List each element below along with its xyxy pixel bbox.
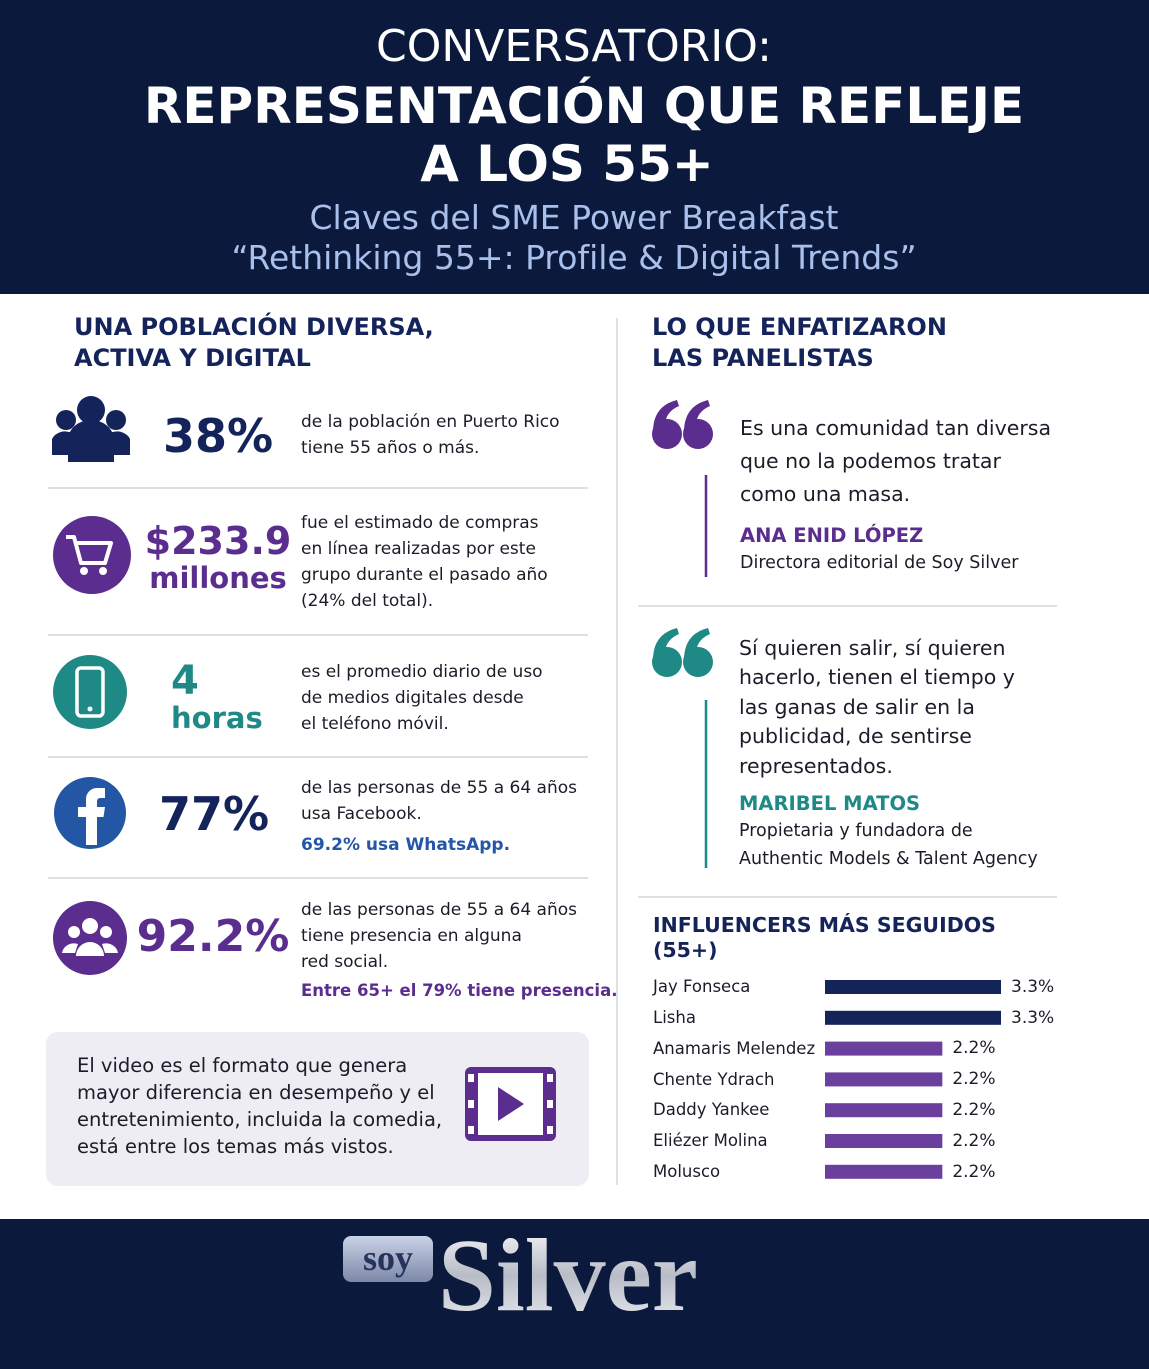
- quote-text: hacerlo, tienen el tiempo y: [739, 665, 1015, 690]
- value-label: 2.2%: [952, 1161, 996, 1182]
- value-label: 3.3%: [1011, 1007, 1055, 1028]
- section-heading: ACTIVA Y DIGITAL: [74, 343, 311, 372]
- category-label: Chente Ydrach: [653, 1069, 775, 1089]
- header-band: [0, 0, 1149, 294]
- title: A LOS 55+: [420, 135, 714, 193]
- category-label: Lisha: [653, 1007, 696, 1027]
- stat-text: de medios digitales desde: [301, 687, 524, 708]
- bar: [825, 1134, 943, 1148]
- subtitle: Claves del SME Power Breakfast: [309, 198, 839, 238]
- stat-text: usa Facebook.: [301, 803, 422, 824]
- title: REPRESENTACIÓN QUE REFLEJE: [143, 77, 1025, 135]
- quote-role: Propietaria y fundadora de: [739, 820, 973, 841]
- stat-figure: 38%: [162, 409, 274, 464]
- value-label: 2.2%: [952, 1038, 996, 1059]
- bar: [825, 1072, 943, 1087]
- quote-mark: [652, 628, 713, 677]
- video-note: mayor diferencia en desempeño y el: [77, 1081, 435, 1105]
- stat-figure: 4: [171, 658, 199, 704]
- stat-text: fue el estimado de compras: [301, 512, 539, 533]
- phone-icon: [53, 655, 127, 729]
- logo-silver: Silver: [438, 1218, 698, 1333]
- video-note: El video es el formato que genera: [77, 1054, 408, 1078]
- stat-figure: 77%: [158, 787, 270, 842]
- title: CONVERSATORIO:: [376, 20, 772, 72]
- chart-title: INFLUENCERS MÁS SEGUIDOS: [653, 912, 996, 937]
- stat-text: (24% del total).: [301, 590, 434, 611]
- stat-text: tiene 55 años o más.: [301, 437, 480, 458]
- stat-text: el teléfono móvil.: [301, 713, 449, 734]
- stat-text: red social.: [301, 951, 389, 972]
- category-label: Daddy Yankee: [653, 1100, 770, 1120]
- value-label: 2.2%: [952, 1069, 996, 1090]
- quote-text: que no la podemos tratar: [740, 448, 1001, 473]
- stat-text: de las personas de 55 a 64 años: [301, 899, 578, 920]
- quote-role: Authentic Models & Talent Agency: [739, 848, 1038, 869]
- stat-text: tiene presencia en alguna: [301, 925, 522, 946]
- chart-title: (55+): [653, 937, 718, 962]
- quote-text: Es una comunidad tan diversa: [740, 415, 1052, 440]
- quote-text: publicidad, de sentirse: [739, 724, 972, 749]
- section-heading: LAS PANELISTAS: [652, 343, 874, 372]
- value-label: 2.2%: [952, 1130, 996, 1151]
- quote-text: las ganas de salir en la: [739, 694, 975, 719]
- bar: [825, 980, 1001, 994]
- play-icon: [465, 1067, 556, 1141]
- stat-text: grupo durante el pasado año: [301, 564, 548, 585]
- bar: [825, 1041, 943, 1056]
- logo-badge: [343, 1236, 433, 1282]
- stat-text: en línea realizadas por este: [301, 538, 536, 559]
- quote-name: ANA ENID LÓPEZ: [740, 524, 924, 548]
- stat-note: 69.2% usa WhatsApp.: [301, 834, 511, 855]
- category-label: Anamaris Melendez: [653, 1038, 816, 1058]
- video-box: [46, 1032, 589, 1186]
- bar: [825, 1010, 1001, 1025]
- bar: [825, 1103, 943, 1118]
- quote-text: representados.: [739, 753, 893, 778]
- category-label: Molusco: [653, 1161, 721, 1181]
- bar: [825, 1164, 943, 1179]
- section-heading: UNA POBLACIÓN DIVERSA,: [74, 312, 434, 341]
- stat-figure: $233.9: [144, 519, 292, 564]
- stat-note: Entre 65+ el 79% tiene presencia.: [301, 981, 618, 1001]
- stat-unit: millones: [149, 560, 287, 595]
- quote-name: MARIBEL MATOS: [739, 792, 921, 816]
- quote-role: Directora editorial de Soy Silver: [740, 552, 1019, 573]
- stat-text: de las personas de 55 a 64 años: [301, 777, 578, 798]
- quote-text: Sí quieren salir, sí quieren: [739, 635, 1006, 660]
- stat-text: de la población en Puerto Rico: [301, 411, 560, 432]
- stat-unit: horas: [171, 700, 263, 735]
- cart-icon: [53, 516, 131, 594]
- facebook-icon: [54, 777, 126, 849]
- video-note: entretenimiento, incluida la comedia,: [77, 1108, 443, 1132]
- quote-mark: [652, 400, 713, 449]
- category-label: Jay Fonseca: [653, 977, 751, 997]
- footer-band: [0, 1219, 1149, 1369]
- quote-text: como una masa.: [740, 481, 911, 506]
- group-icon: [53, 901, 127, 975]
- video-note: está entre los temas más vistos.: [77, 1135, 394, 1159]
- logo-soy: soy: [363, 1238, 413, 1278]
- section-heading: LO QUE ENFATIZARON: [652, 312, 947, 341]
- value-label: 3.3%: [1011, 976, 1055, 997]
- stat-figure: 92.2%: [136, 910, 290, 962]
- category-label: Eliézer Molina: [653, 1131, 768, 1151]
- dividers: [48, 318, 1057, 1185]
- people-icon: [52, 396, 130, 462]
- stat-text: es el promedio diario de uso: [301, 661, 543, 682]
- value-label: 2.2%: [952, 1100, 996, 1120]
- subtitle: “Rethinking 55+: Profile & Digital Trend…: [231, 238, 917, 278]
